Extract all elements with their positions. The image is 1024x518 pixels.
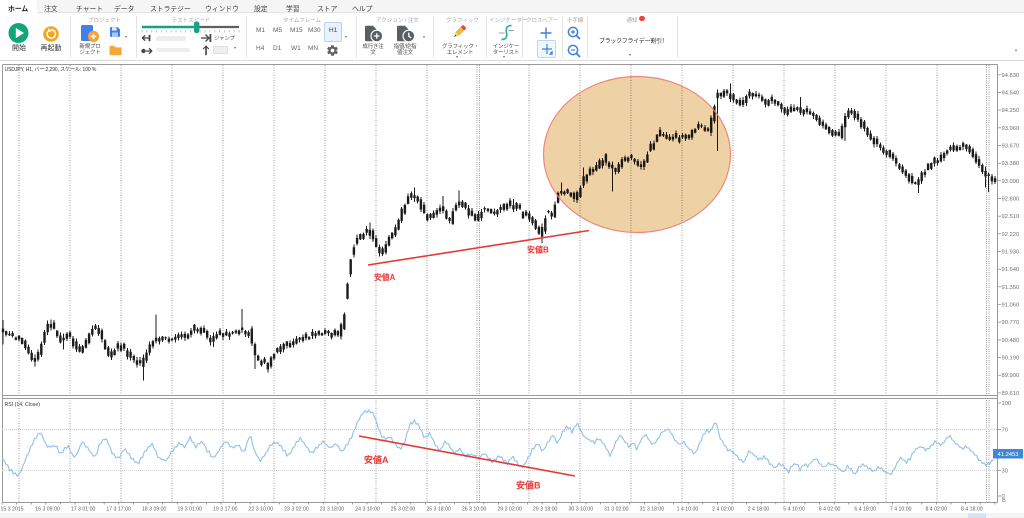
svg-text:RSI (14, Close): RSI (14, Close) bbox=[5, 402, 41, 408]
svg-text:25 3 18:00: 25 3 18:00 bbox=[426, 507, 451, 513]
svg-text:31 3 02:00: 31 3 02:00 bbox=[604, 507, 629, 513]
svg-text:19 3 17:00: 19 3 17:00 bbox=[213, 507, 238, 513]
svg-text:6 4 02:00: 6 4 02:00 bbox=[819, 507, 841, 513]
svg-text:91.930: 91.930 bbox=[1002, 250, 1020, 256]
svg-text:90.770: 90.770 bbox=[1002, 320, 1020, 326]
svg-text:18 3 09:00: 18 3 09:00 bbox=[142, 507, 167, 513]
svg-text:90.480: 90.480 bbox=[1002, 338, 1020, 344]
svg-text:5 4 10:00: 5 4 10:00 bbox=[783, 507, 805, 513]
svg-text:92.220: 92.220 bbox=[1002, 232, 1020, 238]
svg-text:29 3 02:00: 29 3 02:00 bbox=[497, 507, 522, 513]
svg-text:26 3 10:00: 26 3 10:00 bbox=[462, 507, 487, 513]
svg-text:17 3 17:00: 17 3 17:00 bbox=[106, 507, 131, 513]
svg-text:16 3 09:00: 16 3 09:00 bbox=[35, 507, 60, 513]
svg-text:安値A: 安値A bbox=[364, 454, 389, 465]
svg-text:92.510: 92.510 bbox=[1002, 214, 1020, 220]
svg-text:安値A: 安値A bbox=[374, 272, 396, 282]
svg-text:92.800: 92.800 bbox=[1002, 197, 1020, 203]
svg-text:24 3 10:00: 24 3 10:00 bbox=[355, 507, 380, 513]
svg-text:17 3 01:00: 17 3 01:00 bbox=[71, 507, 96, 513]
svg-text:93.960: 93.960 bbox=[1002, 126, 1020, 132]
svg-text:安値B: 安値B bbox=[516, 480, 541, 491]
svg-text:29 3 18:00: 29 3 18:00 bbox=[533, 507, 558, 513]
svg-text:93.670: 93.670 bbox=[1002, 144, 1020, 150]
svg-text:89.900: 89.900 bbox=[1002, 373, 1020, 379]
svg-text:91.060: 91.060 bbox=[1002, 303, 1020, 309]
svg-text:89.610: 89.610 bbox=[1002, 391, 1020, 397]
svg-text:2 4 02:00: 2 4 02:00 bbox=[712, 507, 734, 513]
svg-text:30: 30 bbox=[1002, 469, 1008, 475]
svg-text:7 4 10:00: 7 4 10:00 bbox=[890, 507, 912, 513]
svg-text:94.830: 94.830 bbox=[1002, 73, 1020, 79]
svg-text:93.380: 93.380 bbox=[1002, 161, 1020, 167]
svg-text:6 4 18:00: 6 4 18:00 bbox=[854, 507, 876, 513]
svg-text:23 3 18:00: 23 3 18:00 bbox=[320, 507, 345, 513]
svg-text:41.2453: 41.2453 bbox=[998, 452, 1019, 458]
svg-text:70: 70 bbox=[1002, 428, 1008, 434]
svg-text:23 3 02:00: 23 3 02:00 bbox=[284, 507, 309, 513]
svg-text:USDJPY, H1, バー:2,290, スケール: 10: USDJPY, H1, バー:2,290, スケール: 100 % bbox=[5, 66, 97, 73]
svg-text:25 3 02:00: 25 3 02:00 bbox=[391, 507, 416, 513]
svg-text:94.250: 94.250 bbox=[1002, 108, 1020, 114]
svg-text:2 4 18:00: 2 4 18:00 bbox=[748, 507, 770, 513]
svg-text:30 3 10:00: 30 3 10:00 bbox=[569, 507, 594, 513]
svg-text:8 4 02:00: 8 4 02:00 bbox=[925, 507, 947, 513]
svg-text:15 3 2015: 15 3 2015 bbox=[0, 507, 23, 513]
svg-text:100: 100 bbox=[1002, 401, 1012, 407]
svg-text:22 3 10:00: 22 3 10:00 bbox=[249, 507, 274, 513]
svg-text:B: B bbox=[1002, 498, 1006, 504]
svg-text:90.190: 90.190 bbox=[1002, 356, 1020, 362]
svg-text:8 4 18:00: 8 4 18:00 bbox=[961, 507, 983, 513]
svg-text:安値B: 安値B bbox=[527, 245, 549, 255]
svg-text:1 4 10:00: 1 4 10:00 bbox=[677, 507, 699, 513]
svg-text:0: 0 bbox=[1002, 494, 1005, 500]
svg-text:91.350: 91.350 bbox=[1002, 285, 1020, 291]
svg-text:91.640: 91.640 bbox=[1002, 267, 1020, 273]
svg-text:19 3 01:00: 19 3 01:00 bbox=[178, 507, 203, 513]
svg-text:94.540: 94.540 bbox=[1002, 91, 1020, 97]
svg-text:31 3 18:00: 31 3 18:00 bbox=[640, 507, 665, 513]
svg-text:93.090: 93.090 bbox=[1002, 179, 1020, 185]
